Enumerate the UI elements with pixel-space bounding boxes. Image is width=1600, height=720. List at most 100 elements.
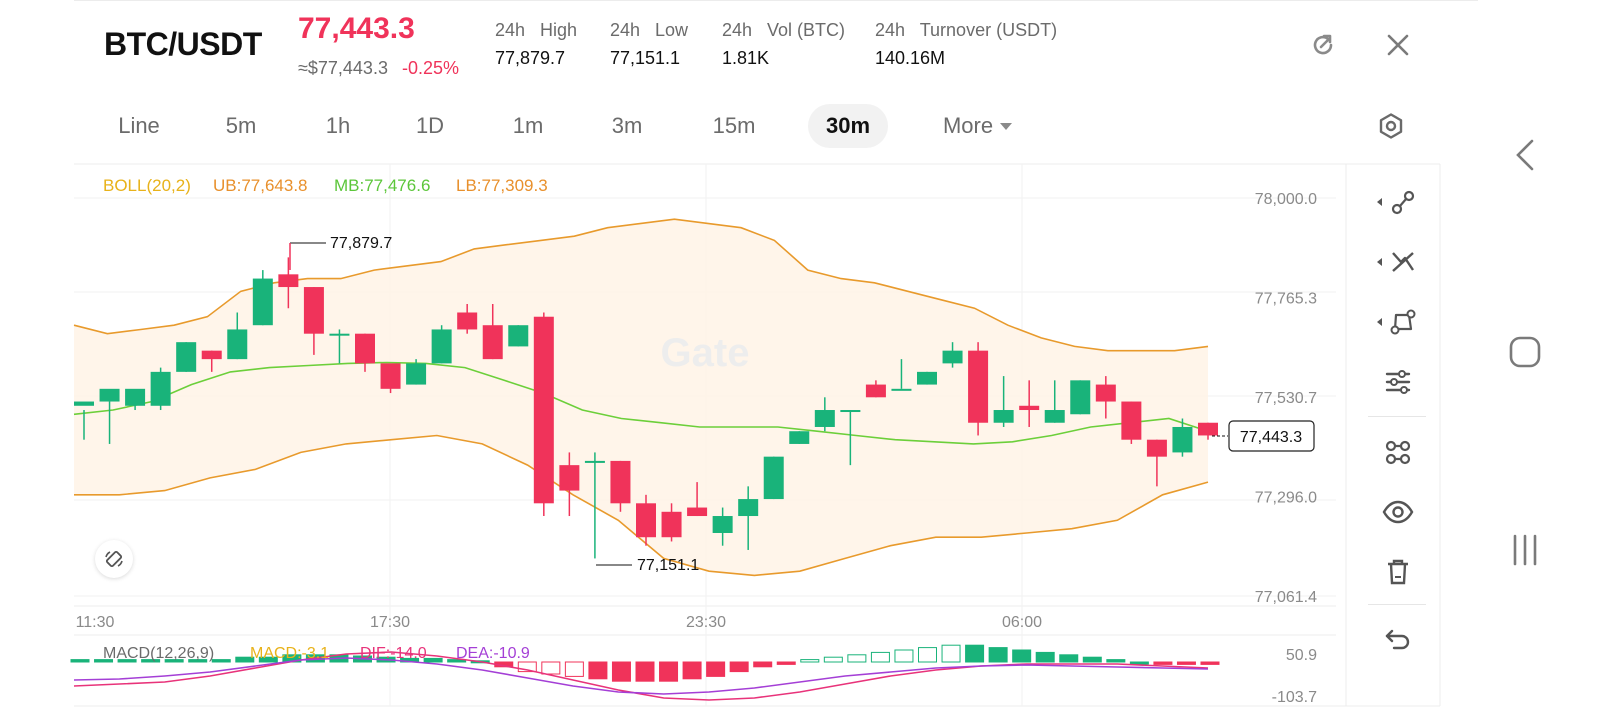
macd-bar [894,649,914,663]
pair-title[interactable]: BTC/USDT [104,26,262,62]
tool-connect-icon[interactable] [1370,430,1426,474]
macd-bar [70,659,90,663]
tool-trend-icon[interactable] [1370,240,1426,284]
close-icon[interactable] [1377,24,1419,66]
chart-settings-icon[interactable] [1370,104,1412,148]
tool-undo-icon[interactable] [1370,618,1426,662]
candle-body [1044,410,1065,423]
candle-body [840,410,861,413]
dea-value: DEA:-10.9 [456,645,530,662]
macd-bar [1200,661,1220,665]
low-label: 77,151.1 [637,557,699,574]
price-chart[interactable]: Gate 78,000.0 77,765.3 77,530.7 77,296.0 77,… [0,160,1600,720]
watermark-logo: Gate [661,331,750,375]
candle [636,494,656,546]
refresh-icon[interactable] [1302,24,1344,66]
candle-body [942,350,963,364]
candle [150,367,171,411]
rotate-icon[interactable] [95,540,133,578]
time-axis-label: 06:00 [1002,614,1042,631]
macd-bar [870,651,890,663]
candle-body [1198,422,1218,436]
candle-body [508,325,529,347]
candle-body [738,499,759,517]
candle-body [355,333,375,364]
time-axis-label: 23:30 [686,614,726,631]
macd-value: MACD:-3.1 [250,645,330,662]
candle [482,304,503,360]
tab-15m[interactable]: 15m [712,113,756,138]
candle [99,388,120,444]
candle-body [814,410,835,427]
candle [1070,380,1091,415]
candle-body [917,371,937,385]
macd-bar [588,661,608,680]
tool-shape-icon[interactable] [1370,300,1426,344]
macd-bar [1129,661,1149,665]
macd-bar [1012,649,1032,663]
usd-price: ≈$77,443.3 [298,58,388,78]
boll-lb: LB:77,309.3 [456,176,548,195]
macd-bar [541,661,561,675]
candle [763,456,784,500]
tab-1h[interactable]: 1h [325,113,351,138]
candle [1044,380,1065,423]
macd-bar [800,659,820,663]
candle-body [201,350,222,360]
candle [431,325,452,364]
tab-30m[interactable]: 30m [808,104,888,148]
candle-body [610,460,631,504]
candle-body [1019,405,1040,411]
tool-line-icon[interactable] [1370,180,1426,224]
tool-sliders-icon[interactable] [1370,360,1426,404]
boll-lower-line [74,434,1209,577]
macd-bar [965,644,985,663]
candle-body [329,333,350,336]
boll-band-fill [74,219,1208,576]
macd-bar [517,661,537,673]
candle-body [74,401,94,406]
tab-5m[interactable]: 5m [225,113,257,138]
tool-trash-icon[interactable] [1370,550,1426,594]
candle-body [1070,380,1091,415]
macd-bar [258,656,278,663]
candle-body [278,274,299,288]
candle-body [406,363,427,385]
caret-down-icon [1000,123,1013,130]
tab-3m[interactable]: 3m [611,113,643,138]
macd-dea-line [73,657,1209,695]
stat-vol-label: 24h Vol (BTC) [722,20,846,40]
macd-bar [141,659,161,663]
macd-bar [988,647,1008,663]
tab-1m[interactable]: 1m [512,113,544,138]
macd-dif-line [73,651,1209,701]
stat-vol-value: 1.81K [722,48,770,68]
back-nav-icon[interactable] [1500,130,1550,180]
candle-body [763,456,784,500]
home-nav-icon[interactable] [1500,327,1550,377]
candle [176,342,197,372]
stat-low-value: 77,151.1 [610,48,681,68]
candle [865,380,886,398]
tab-more[interactable]: More [932,104,1024,148]
tab-1d[interactable]: 1D [415,113,445,138]
candle [227,312,248,360]
candle-body [1095,384,1116,402]
price-axis-label: 77,296.0 [1255,490,1317,507]
candle-body [227,329,248,360]
tool-eye-icon[interactable] [1370,490,1426,534]
low-annotation: 77,151.1 [596,557,699,574]
tab-line[interactable]: Line [118,113,160,138]
macd-bar [1035,651,1055,663]
candle-body [968,350,989,423]
candle [840,410,861,466]
candle-body [993,410,1014,423]
macd-bar [918,647,937,663]
candle [661,503,682,542]
recents-nav-icon[interactable] [1500,525,1550,575]
candle [1095,376,1116,419]
candle-body [252,278,273,326]
candle [355,333,375,372]
stat-turnover-value: 140.16M [875,48,946,68]
high-annotation: 77,879.7 [289,235,392,270]
